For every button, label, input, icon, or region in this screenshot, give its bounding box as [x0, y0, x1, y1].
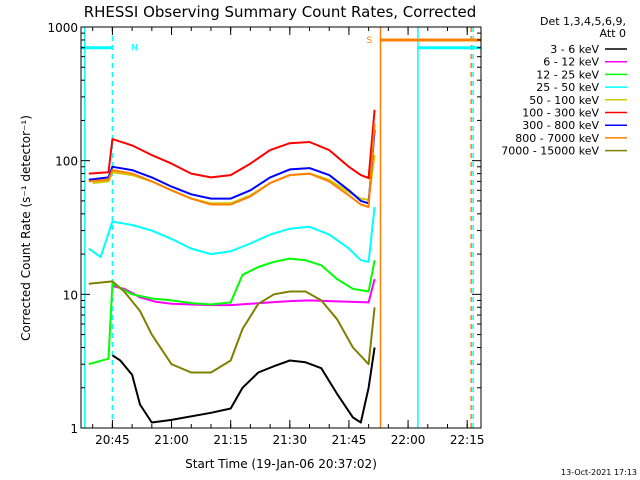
- x-tick-label: 21:00: [154, 433, 189, 447]
- x-tick-label: 20:45: [95, 433, 130, 447]
- legend-label: 100 - 300 keV: [522, 107, 599, 120]
- legend-header: Det 1,3,4,5,6,9,: [540, 15, 626, 28]
- plot-area: NS: [81, 27, 481, 428]
- legend-header: Att 0: [600, 27, 626, 40]
- x-axis-label: Start Time (19-Jan-06 20:37:02): [185, 457, 377, 471]
- series-50-100-keV-line: [92, 154, 376, 205]
- x-tick-label: 22:00: [391, 433, 426, 447]
- series-3-6-keV-line: [111, 347, 376, 424]
- y-axis-ticks: 1 10 100 1000: [47, 21, 481, 436]
- legend-label: 25 - 50 keV: [536, 81, 599, 94]
- series-6-12-keV-line: [112, 278, 376, 307]
- x-tick-label: 21:45: [332, 433, 367, 447]
- series-100-300-keV-line: [88, 109, 376, 180]
- series-7000-15000-keV-line: [88, 280, 376, 374]
- legend-label: 50 - 100 keV: [529, 94, 599, 107]
- series-12-25-keV-line: [88, 257, 376, 366]
- footer-timestamp: 13-Oct-2021 17:13: [561, 468, 637, 477]
- legend-label: 3 - 6 keV: [550, 43, 599, 56]
- series-300-800-keV-line: [88, 129, 376, 205]
- legend-label: 12 - 25 keV: [536, 68, 599, 81]
- legend-label: 7000 - 15000 keV: [501, 145, 599, 158]
- chart-title: RHESSI Observing Summary Count Rates, Co…: [84, 3, 477, 21]
- flag-label: N: [131, 44, 138, 54]
- plot-frame: [80, 26, 482, 429]
- series-25-50-keV-line: [88, 206, 376, 263]
- legend-label: 800 - 7000 keV: [515, 132, 599, 145]
- y-tick-label: 100: [55, 155, 78, 169]
- legend-label: 6 - 12 keV: [543, 56, 599, 69]
- y-tick-label: 1: [70, 422, 78, 436]
- y-axis-label: Corrected Count Rate (s⁻¹ detector⁻¹): [19, 115, 33, 341]
- x-axis-ticks: 20:45 21:00 21:15 21:30 21:45 22:00 22:15: [92, 27, 485, 447]
- x-tick-label: 22:15: [450, 433, 485, 447]
- legend-label: 300 - 800 keV: [522, 119, 599, 132]
- x-tick-label: 21:15: [213, 433, 248, 447]
- y-tick-label: 10: [63, 288, 78, 302]
- y-tick-label: 1000: [47, 21, 78, 35]
- x-tick-label: 21:30: [273, 433, 308, 447]
- flag-label: S: [366, 36, 372, 46]
- series-800-7000-keV-line: [88, 123, 376, 208]
